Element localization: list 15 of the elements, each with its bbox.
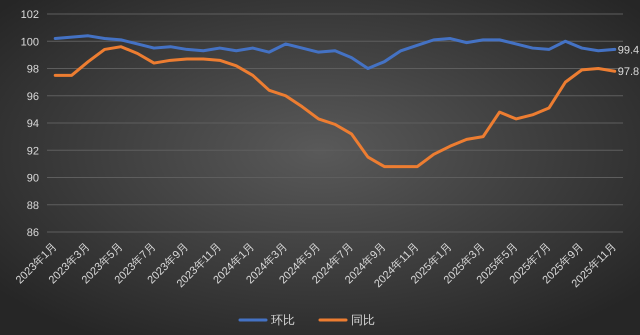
y-tick-label: 102: [20, 9, 39, 21]
y-tick-label: 92: [26, 145, 39, 158]
y-tick-label: 94: [26, 118, 39, 130]
legend-label: 同比: [351, 313, 375, 327]
y-tick-label: 88: [26, 200, 39, 212]
y-tick-label: 90: [26, 172, 39, 184]
y-tick-label: 86: [26, 227, 39, 239]
data-label: 97.8: [618, 66, 640, 78]
line-series: [54, 34, 616, 70]
data-label: 99.4: [618, 44, 640, 56]
y-tick-label: 96: [26, 90, 39, 103]
line-series: [54, 45, 616, 168]
legend-label: 环比: [271, 313, 295, 327]
y-tick-label: 100: [20, 36, 39, 48]
y-tick-label: 98: [26, 64, 39, 76]
